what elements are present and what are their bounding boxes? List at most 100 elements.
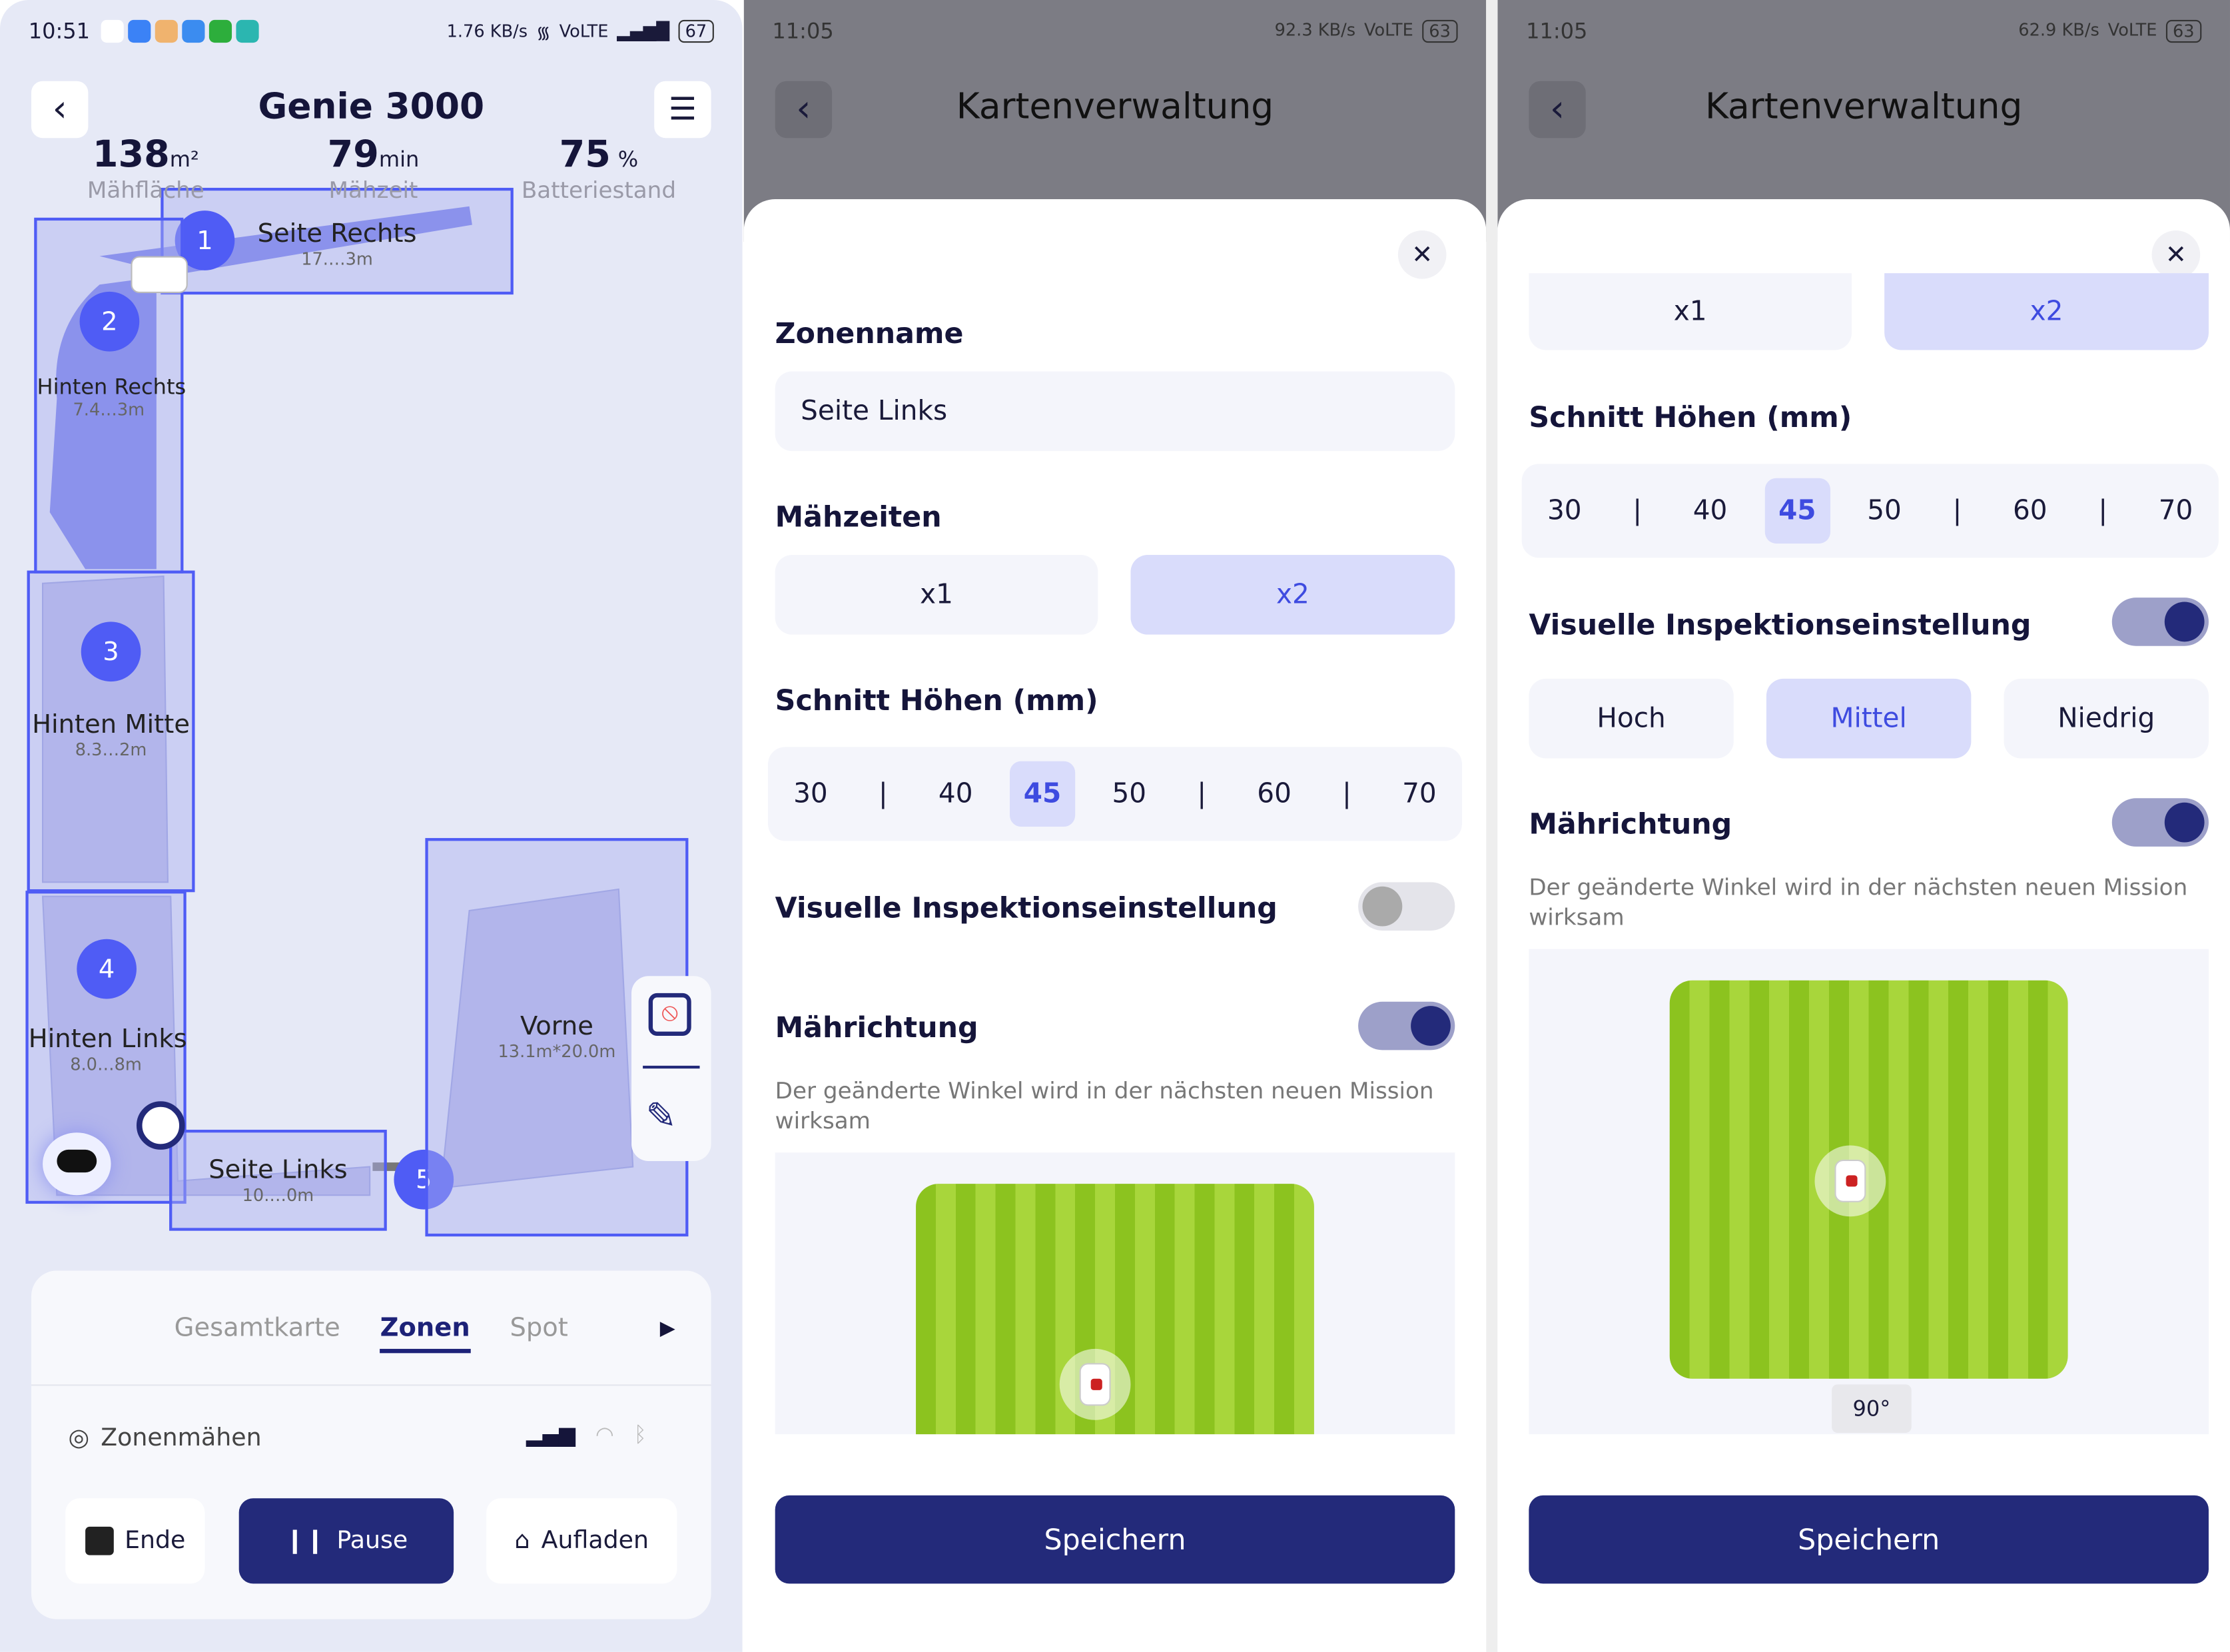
direction-label: Mährichtung [1529,807,1732,841]
direction-note: Der geänderte Winkel wird in der nächste… [775,1076,1434,1134]
play-icon[interactable]: ▶ [659,1317,675,1341]
height-separator: | [1342,778,1351,810]
tab-gesamtkarte[interactable]: Gesamtkarte [174,1313,340,1344]
mower-icon[interactable] [1814,1145,1886,1217]
height-selector[interactable]: 30 | 40 45 50 | 60 | 70 [768,747,1462,841]
height-option-50[interactable]: 50 [1112,778,1147,810]
control-card: Gesamtkarte Zonen Spot ▶ ◎ Zonenmähen ▂▄▆… [31,1270,711,1619]
page-title: Kartenverwaltung [956,85,1274,127]
height-option-30[interactable]: 30 [1547,495,1582,527]
zone-dim: 8.0…8m [70,1054,142,1074]
zone-settings-screen: 11:05 92.3 KB/s VoLTE 63 ‹ Kartenverwaltung… [743,0,1487,1652]
zone-1[interactable]: Seite Rechts 17.…3m 1 [161,187,514,295]
save-button[interactable]: Speichern [1529,1495,2209,1584]
battery-level: 63 [2165,19,2202,43]
mower-icon [131,256,188,294]
angle-label: 90° [1832,1384,1912,1433]
list-icon: ☰ [668,91,697,128]
zone-3[interactable]: Hinten Mitte 8.3…2m 3 [27,570,195,893]
zone-settings-sheet: ✕ Zonenname Seite Links Mähzeiten x1 x2 … [743,199,1487,1652]
height-option-45[interactable]: 45 [1009,761,1076,827]
zone-name-input[interactable]: Seite Links [775,371,1455,452]
mow-times-x1[interactable]: x1 [1529,273,1852,350]
direction-toggle[interactable] [2111,798,2209,847]
direction-note: Der geänderte Winkel wird in der nächste… [1529,873,2188,931]
status-bar: 10:51 1.76 KB/s ᯾ VoLTE ▂▄▆█ 67 [29,14,714,48]
zone-dim: 17.…3m [301,248,373,269]
height-option-70[interactable]: 70 [2158,495,2193,527]
height-option-45[interactable]: 45 [1764,478,1830,544]
wifi-icon: ◠ [595,1421,614,1447]
mower-icon[interactable] [1059,1348,1131,1420]
height-option-70[interactable]: 70 [1402,778,1437,810]
back-button[interactable]: ‹ [31,81,89,139]
zone-name: Seite Links [208,1155,348,1186]
status-time: 10:51 [28,18,91,45]
net-speed: 1.76 KB/s [446,21,528,41]
mow-times-x2[interactable]: x2 [1884,273,2209,350]
height-separator: | [1633,495,1643,527]
signal-icon: ▂▄▆█ [617,21,670,41]
direction-preview[interactable]: 90° [1529,949,2209,1435]
zone-dim: 10.…0m [242,1185,314,1206]
charge-button[interactable]: ⌂ Aufladen [486,1498,677,1584]
direction-preview[interactable] [775,1152,1455,1435]
height-option-50[interactable]: 50 [1867,495,1902,527]
visual-inspection-label: Visuelle Inspektionseinstellung [775,891,1278,925]
visual-inspection-toggle[interactable] [1358,882,1455,931]
notification-icons [101,19,260,43]
close-button[interactable]: ✕ [2151,230,2201,279]
chevron-left-icon: ‹ [796,88,811,131]
bluetooth-icon: ᛒ [633,1421,647,1447]
visual-level-mittel[interactable]: Mittel [1766,678,1972,759]
direction-label: Mährichtung [775,1010,978,1044]
mow-times-x1[interactable]: x1 [775,555,1098,635]
zone-number: 5 [394,1149,454,1210]
charging-station-icon [136,1101,185,1150]
zone-settings-sheet: ✕ x1 x2 Schnitt Höhen (mm) 30 | 40 45 50 | 60 |… [1497,199,2230,1652]
visual-level-niedrig[interactable]: Niedrig [2004,678,2209,759]
status-bar: 11:05 92.3 KB/s VoLTE 63 [772,14,1458,48]
battery-level: 67 [677,19,714,43]
no-go-zone-icon[interactable]: ⦸ [648,993,691,1036]
visual-level-hoch[interactable]: Hoch [1529,678,1734,759]
height-option-60[interactable]: 60 [2012,495,2047,527]
pause-button[interactable]: ❙❙ Pause [238,1498,454,1584]
close-button[interactable]: ✕ [1397,230,1447,279]
back-button[interactable]: ‹ [775,81,833,139]
tab-spot[interactable]: Spot [510,1313,568,1344]
save-button[interactable]: Speichern [775,1495,1455,1584]
height-selector[interactable]: 30 | 40 45 50 | 60 | 70 [1521,464,2219,558]
height-option-40[interactable]: 40 [938,778,973,810]
height-option-40[interactable]: 40 [1692,495,1728,527]
charge-label: Aufladen [541,1526,649,1555]
assistant-robot-icon[interactable] [43,1132,111,1196]
map-tools: ⦸ ✎ [631,976,711,1161]
network-type: VoLTE [1363,19,1413,40]
direction-toggle[interactable] [1358,1001,1455,1050]
zone-name: Seite Rechts [257,218,417,249]
end-button[interactable]: Ende [65,1498,205,1584]
mowing-mode-icon: ◎ [68,1424,90,1453]
edit-map-icon[interactable]: ✎ [645,1095,677,1138]
visual-inspection-toggle[interactable] [2111,598,2209,646]
menu-button[interactable]: ☰ [654,81,711,139]
back-button[interactable]: ‹ [1529,81,1586,139]
zone-2[interactable]: Hinten Rechts 7.4…3m 2 [34,217,186,574]
end-label: Ende [125,1526,186,1555]
zone-dim: 7.4…3m [73,400,145,420]
height-option-60[interactable]: 60 [1257,778,1292,810]
chevron-left-icon: ‹ [1549,88,1565,131]
network-type: VoLTE [2107,19,2157,40]
height-option-30[interactable]: 30 [793,778,828,810]
height-separator: | [2098,495,2107,527]
pause-label: Pause [336,1526,408,1555]
tab-zonen[interactable]: Zonen [380,1314,470,1354]
heights-label: Schnitt Höhen (mm) [1529,400,1852,434]
mode-status: ◎ Zonenmähen [68,1424,261,1453]
zone-number: 3 [81,621,141,682]
mow-times-x2[interactable]: x2 [1130,555,1455,635]
zone-dim: 13.1m*20.0m [498,1041,616,1062]
map-screen: 10:51 1.76 KB/s ᯾ VoLTE ▂▄▆█ 67 ‹ Genie 3000… [0,0,743,1652]
zone-5[interactable]: Seite Links 10.…0m 5 [169,1129,454,1231]
